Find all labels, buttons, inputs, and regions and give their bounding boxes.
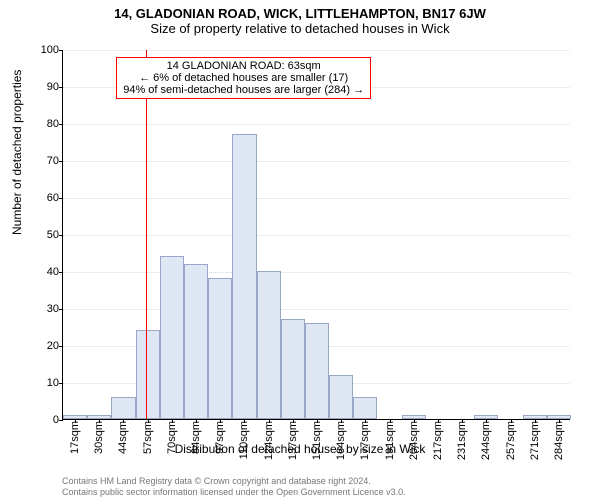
histogram-bar (353, 397, 377, 419)
gridline (63, 124, 570, 125)
y-axis-label: Number of detached properties (10, 70, 24, 235)
annotation-line: 94% of semi-detached houses are larger (… (123, 84, 364, 96)
credits: Contains HM Land Registry data © Crown c… (62, 476, 406, 498)
x-axis-label: Distribution of detached houses by size … (0, 442, 600, 456)
y-tick-mark (59, 124, 63, 125)
histogram-bar (160, 256, 184, 419)
y-tick-mark (59, 161, 63, 162)
y-tick-label: 10 (35, 377, 59, 389)
gridline (63, 198, 570, 199)
y-tick-label: 80 (35, 118, 59, 130)
gridline (63, 161, 570, 162)
gridline (63, 50, 570, 51)
gridline (63, 309, 570, 310)
annotation-line: ← 6% of detached houses are smaller (17) (123, 72, 364, 84)
histogram-bar (281, 319, 305, 419)
y-tick-label: 60 (35, 192, 59, 204)
histogram-bar (305, 323, 329, 419)
y-tick-label: 90 (35, 81, 59, 93)
credit-line-1: Contains HM Land Registry data © Crown c… (62, 476, 406, 487)
y-tick-mark (59, 198, 63, 199)
property-marker-line (146, 50, 147, 419)
gridline (63, 272, 570, 273)
histogram-bar (257, 271, 281, 419)
y-tick-mark (59, 50, 63, 51)
y-tick-mark (59, 235, 63, 236)
histogram-bar (232, 134, 256, 419)
y-tick-mark (59, 383, 63, 384)
histogram-bar (111, 397, 135, 419)
histogram-bar (136, 330, 160, 419)
y-tick-mark (59, 272, 63, 273)
gridline (63, 235, 570, 236)
y-tick-label: 100 (35, 44, 59, 56)
histogram-bar (329, 375, 353, 419)
histogram-bar (208, 278, 232, 419)
y-tick-mark (59, 309, 63, 310)
y-tick-label: 20 (35, 340, 59, 352)
y-tick-label: 0 (35, 414, 59, 426)
y-tick-mark (59, 346, 63, 347)
histogram-plot: 010203040506070809010017sqm30sqm44sqm57s… (62, 50, 570, 420)
y-tick-label: 40 (35, 266, 59, 278)
annotation-box: 14 GLADONIAN ROAD: 63sqm← 6% of detached… (116, 57, 371, 99)
y-tick-mark (59, 420, 63, 421)
credit-line-2: Contains public sector information licen… (62, 487, 406, 498)
histogram-bar (184, 264, 208, 419)
chart-area: 010203040506070809010017sqm30sqm44sqm57s… (62, 50, 570, 420)
y-tick-label: 30 (35, 303, 59, 315)
page-title: 14, GLADONIAN ROAD, WICK, LITTLEHAMPTON,… (0, 0, 600, 21)
annotation-line: 14 GLADONIAN ROAD: 63sqm (123, 60, 364, 72)
y-tick-mark (59, 87, 63, 88)
y-tick-label: 50 (35, 229, 59, 241)
page-subtitle: Size of property relative to detached ho… (0, 21, 600, 40)
y-tick-label: 70 (35, 155, 59, 167)
